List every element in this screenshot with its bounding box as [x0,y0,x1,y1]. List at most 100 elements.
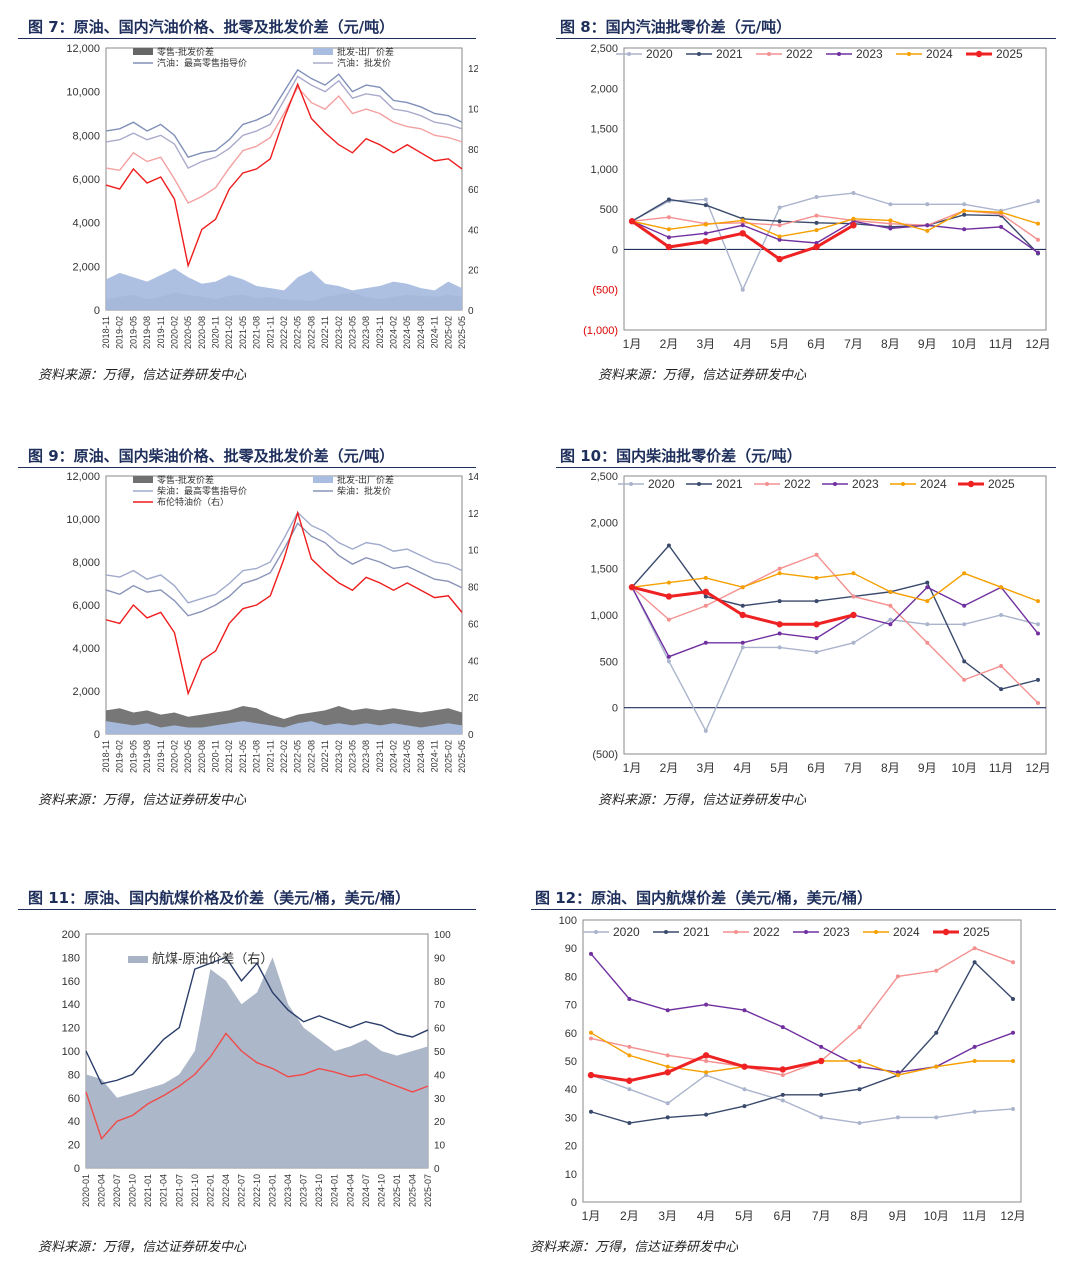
x-tick-label: 2021-05 [238,740,248,773]
data-point [589,1030,593,1035]
y2-tick-label: 30 [434,1094,446,1105]
data-point [962,571,967,576]
y2-tick-label: 140 [468,472,478,483]
data-point [962,659,967,664]
legend-marker [833,482,837,486]
x-tick-label: 2022-02 [279,316,289,349]
data-point [857,1064,862,1069]
data-point [665,1101,670,1106]
x-tick-label: 3月 [696,761,715,775]
series-line [85,956,429,1085]
legend-swatch [133,48,153,55]
legend-label: 2022 [784,477,811,491]
series-line [631,553,1039,704]
x-tick-label: 2025-07 [423,1174,433,1207]
data-point [777,234,782,239]
data-point [664,1069,671,1076]
x-tick-label: 2023-08 [361,740,371,773]
chart-title-fig10: 图 10：国内柴油批零价差（元/吨） [560,447,802,465]
data-point [703,231,708,236]
series-line [590,953,1014,1073]
legend-label: 2025 [988,477,1015,491]
data-point [703,197,708,202]
x-tick-label: 2021-08 [252,316,262,349]
x-tick-label: 2025-04 [407,1174,417,1207]
data-point [814,636,819,641]
data-point [857,1025,862,1030]
y-tick-label: 60 [68,1093,80,1105]
x-tick-label: 2020-04 [97,1174,107,1207]
data-point [962,603,967,608]
x-tick-label: 4月 [733,761,752,775]
y-tick-label: 60 [565,1028,577,1040]
data-point [589,951,593,956]
data-point [666,617,671,622]
data-point [895,1070,900,1075]
data-point [740,218,745,223]
x-tick-label: 2022-05 [293,316,303,349]
data-point [814,220,819,225]
x-tick-label: 2023-02 [334,740,344,773]
y-tick-label: 80 [68,1069,80,1081]
x-tick-label: 2020-08 [197,316,207,349]
data-point [666,543,671,548]
x-tick-label: 2024-05 [402,740,412,773]
data-point [962,622,967,627]
x-tick-label: 2月 [620,1209,639,1223]
data-point [962,212,967,217]
data-point [850,611,857,619]
y-tick-label: 6,000 [72,600,100,612]
data-point [780,1073,785,1078]
data-point [814,213,819,218]
chart-title-fig8: 图 8：国内汽油批零价差（元/吨） [560,18,792,36]
data-point [703,603,708,608]
y2-tick-label: 40 [468,225,478,236]
y-tick-label: 1,000 [590,610,618,622]
x-tick-label: 1月 [623,761,642,775]
data-point [972,960,977,965]
x-tick-label: 2019-08 [142,316,152,349]
series-line [105,522,463,617]
data-point [589,1109,593,1114]
data-point [704,1112,709,1117]
x-tick-label: 2024-07 [361,1174,371,1207]
x-tick-label: 2022-11 [320,740,330,772]
data-point [742,1087,747,1092]
x-tick-label: 2021-05 [238,316,248,349]
x-tick-label: 2021-10 [190,1174,200,1207]
plot-frame [582,919,1022,1203]
data-point [1011,1106,1015,1111]
series-line [631,572,1039,602]
y-tick-label: 0 [94,305,100,317]
data-point [1011,1030,1015,1035]
data-point [817,1057,825,1065]
data-point [666,654,671,659]
data-point [972,1059,977,1063]
x-tick-label: 2021-01 [143,1174,153,1207]
x-tick-label: 2019-05 [128,740,138,773]
x-tick-label: 2019-11 [156,740,166,772]
data-point [665,1008,670,1013]
legend-marker [697,482,701,486]
x-tick-label: 2019-02 [115,316,125,349]
series-line [631,210,1039,238]
x-tick-label: 2021-11 [265,316,275,348]
data-point [888,603,893,608]
series-line [631,192,1039,292]
y2-tick-label: 80 [434,977,446,988]
data-point [1011,996,1015,1001]
x-tick-label: 2024-04 [345,1174,355,1207]
x-tick-label: 2021-11 [265,740,275,772]
legend-label: 柴油：批发价 [337,485,391,496]
x-tick-label: 8月 [881,761,900,775]
data-point [780,1098,785,1103]
data-point [776,621,783,628]
data-point [627,1053,632,1058]
data-point [703,203,708,208]
title-rule [556,38,1056,39]
x-tick-label: 2025-05 [457,316,467,349]
legend-marker [837,52,841,56]
legend-label: 2024 [893,925,920,939]
legend-label: 布伦特油价（右） [157,496,229,507]
data-point [962,227,967,232]
